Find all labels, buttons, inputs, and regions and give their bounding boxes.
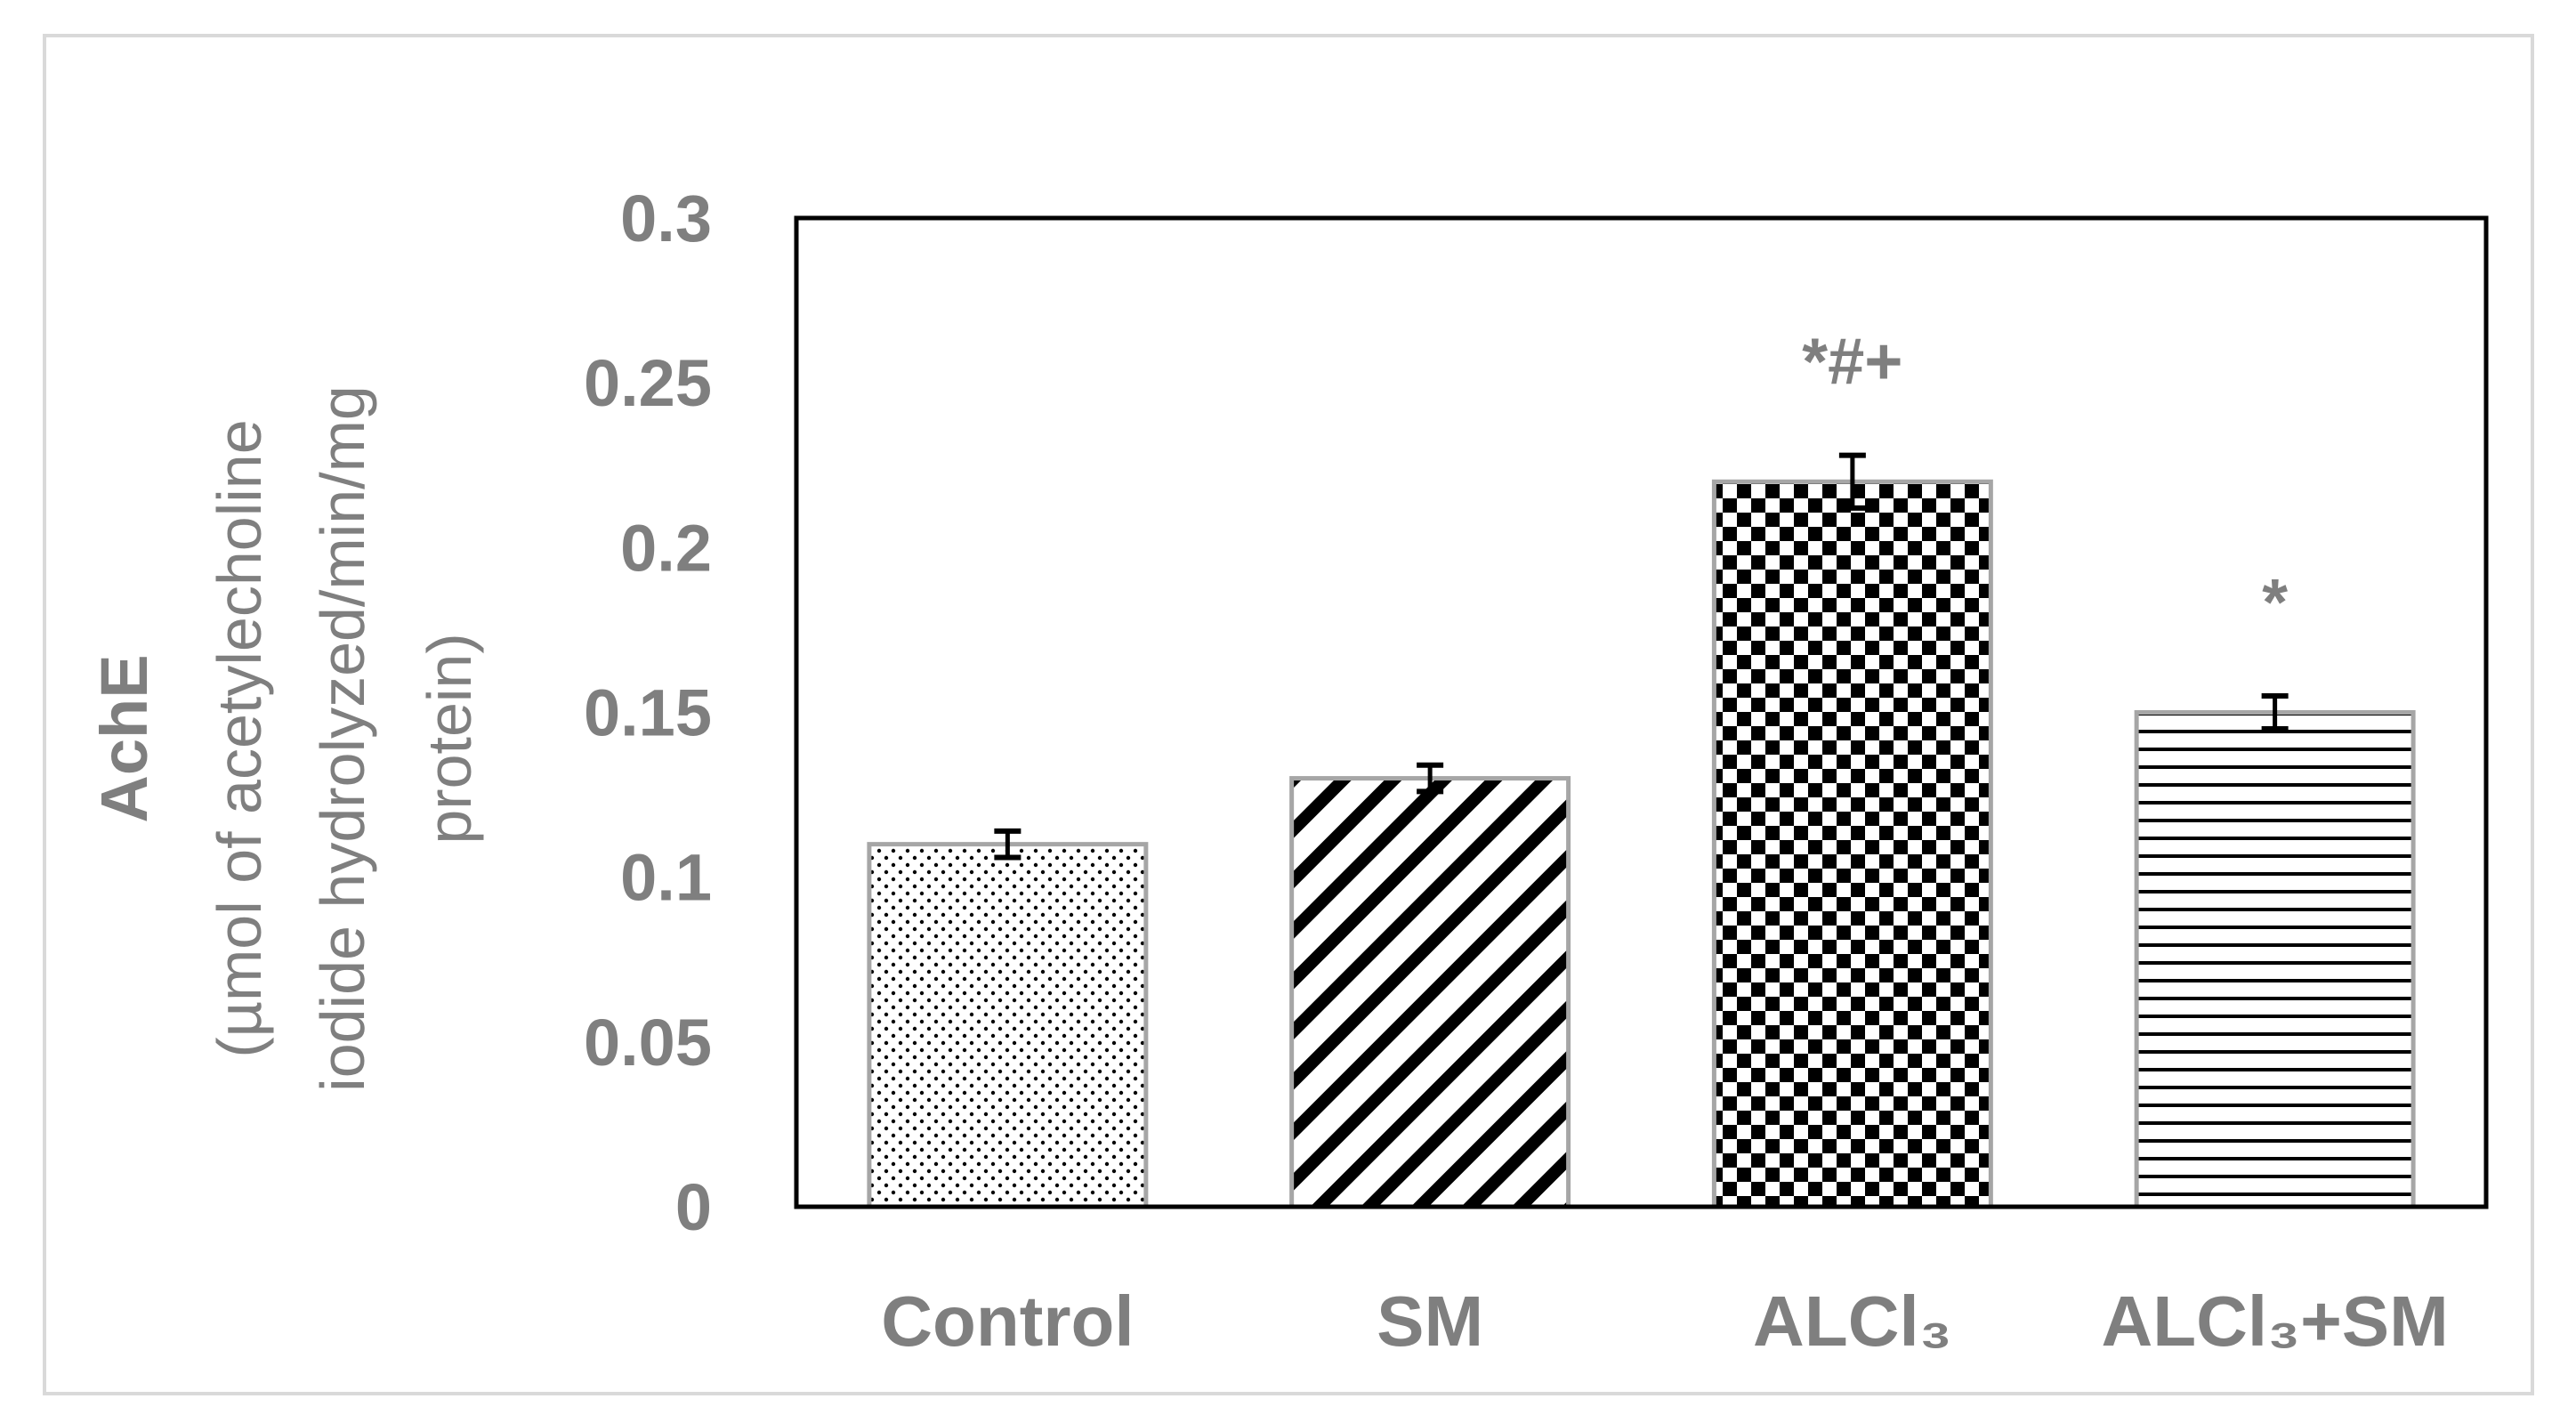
figure-frame (43, 34, 2534, 1395)
y-axis-title-line-3: iodide hydrolyzed/min/mg (308, 385, 377, 1092)
bar-1 (867, 842, 1149, 1209)
error-bars (994, 452, 2289, 861)
significance-labels: *#+ * (1802, 325, 2288, 639)
category-label: ALCl₃ (1753, 1282, 1952, 1361)
y-tick-label: 0 (675, 1170, 712, 1244)
bar-3 (1711, 479, 1993, 1209)
error-bar (1417, 762, 1444, 795)
y-axis-title: AchE (µmol of acetylecholine iodide hydr… (87, 385, 484, 1092)
y-axis-title-line-4: protein) (415, 633, 484, 844)
error-bar (994, 828, 1022, 861)
bar-4 (2134, 710, 2416, 1209)
bars (867, 479, 2416, 1209)
y-tick-label: 0.1 (620, 841, 712, 915)
category-label: ALCl₃+SM (2101, 1282, 2448, 1361)
y-tick-label: 0.15 (584, 676, 712, 750)
y-axis-title-line-1: AchE (87, 654, 161, 822)
significance-label: * (2262, 565, 2288, 639)
category-label: SM (1377, 1282, 1483, 1361)
category-labels: Control SM ALCl₃ ALCl₃+SM (881, 1282, 2449, 1361)
plot-area-border (794, 215, 2489, 1209)
y-axis-title-line-2: (µmol of acetylecholine (205, 419, 274, 1057)
category-label: Control (881, 1282, 1134, 1361)
y-tick-labels: 0 0.05 0.1 0.15 0.2 0.25 0.3 (584, 182, 712, 1244)
error-bar (2261, 692, 2289, 732)
y-tick-label: 0.05 (584, 1006, 712, 1079)
y-tick-label: 0.3 (620, 182, 712, 255)
y-tick-label: 0.25 (584, 346, 712, 420)
bar-2 (1289, 776, 1571, 1209)
y-tick-label: 0.2 (620, 511, 712, 585)
significance-label: *#+ (1802, 325, 1902, 399)
error-bar (1838, 452, 1866, 511)
